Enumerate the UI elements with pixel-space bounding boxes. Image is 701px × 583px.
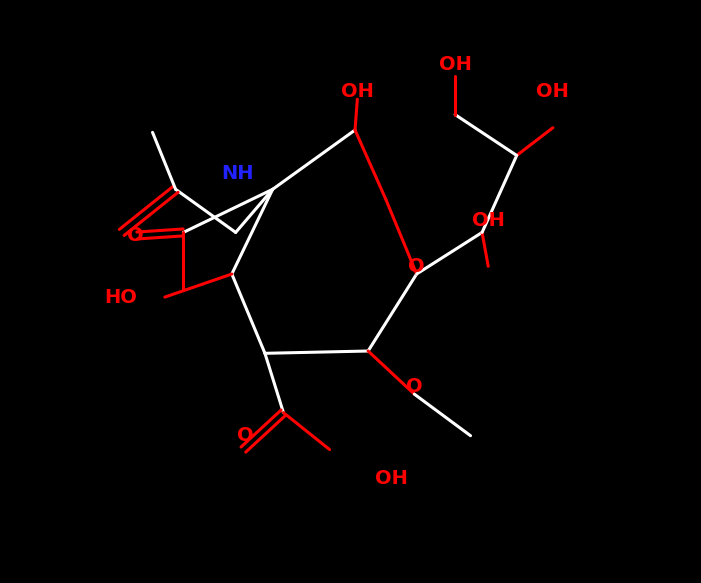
Text: O: O (237, 426, 253, 445)
Text: OH: OH (341, 82, 374, 101)
Text: O: O (406, 377, 423, 396)
Text: OH: OH (472, 210, 505, 230)
Text: OH: OH (536, 82, 569, 101)
Text: OH: OH (375, 469, 408, 487)
Text: OH: OH (439, 55, 472, 74)
Text: O: O (128, 226, 144, 245)
Text: NH: NH (221, 164, 254, 184)
Text: HO: HO (104, 287, 137, 307)
Text: O: O (408, 257, 425, 276)
